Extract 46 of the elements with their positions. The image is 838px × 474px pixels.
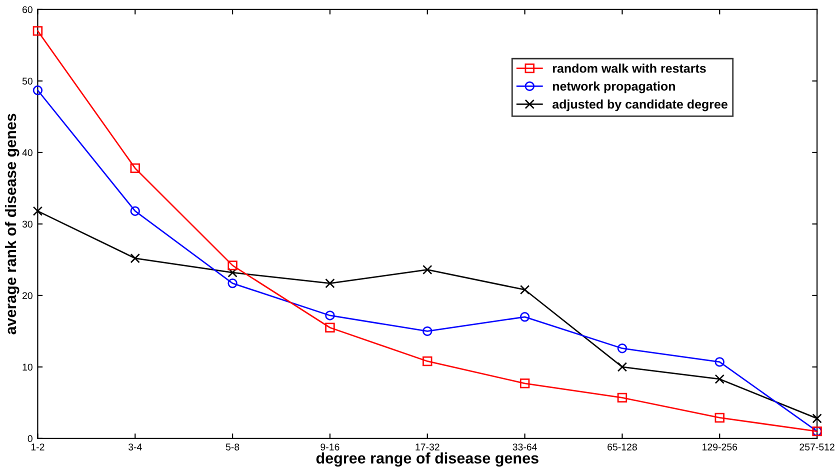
legend-label: network propagation [552,82,675,94]
x-tick-label: 257-512 [800,444,834,450]
point [325,278,335,288]
y-tick-label: 0 [28,435,32,442]
point [617,362,628,372]
point [714,374,724,384]
point [422,356,432,366]
point [130,253,140,264]
legend-label: random walk with restarts [552,64,706,73]
legend-label: adjusted by candidate degree [552,99,728,112]
x-tick-label: 1-2 [31,444,44,450]
y-tick-label: 60 [22,6,32,14]
x-tick-label: 65-128 [608,444,637,450]
y-axis-title: average rank of disease genes [4,114,20,334]
point [520,284,530,295]
y-tick-label: 50 [22,78,32,85]
y-tick-label: 30 [22,220,32,228]
y-tick-label: 10 [22,364,32,371]
point [228,268,238,278]
point [617,344,628,354]
point [617,392,628,403]
x-tick-label: 33-64 [512,444,537,450]
point [32,206,43,216]
point [228,260,238,270]
point [422,326,432,336]
point [325,310,335,320]
x-tick-label: 5-8 [226,444,240,450]
x-tick-label: 17-32 [416,444,440,450]
point [714,412,724,423]
x-tick-label: 9-16 [320,444,340,450]
point [714,357,724,367]
point [228,278,238,288]
point [422,264,432,275]
point [32,26,43,36]
point [325,322,335,332]
point [812,414,822,424]
point [32,85,43,96]
y-tick-label: 40 [22,149,32,156]
point [520,312,530,322]
x-tick-label: 3-4 [128,444,142,450]
x-axis-title: degree range of disease genes [316,452,538,467]
point [130,206,140,216]
x-tick-label: 129-256 [702,444,738,450]
point [520,378,530,388]
y-tick-label: 20 [22,292,32,300]
point [130,163,140,174]
